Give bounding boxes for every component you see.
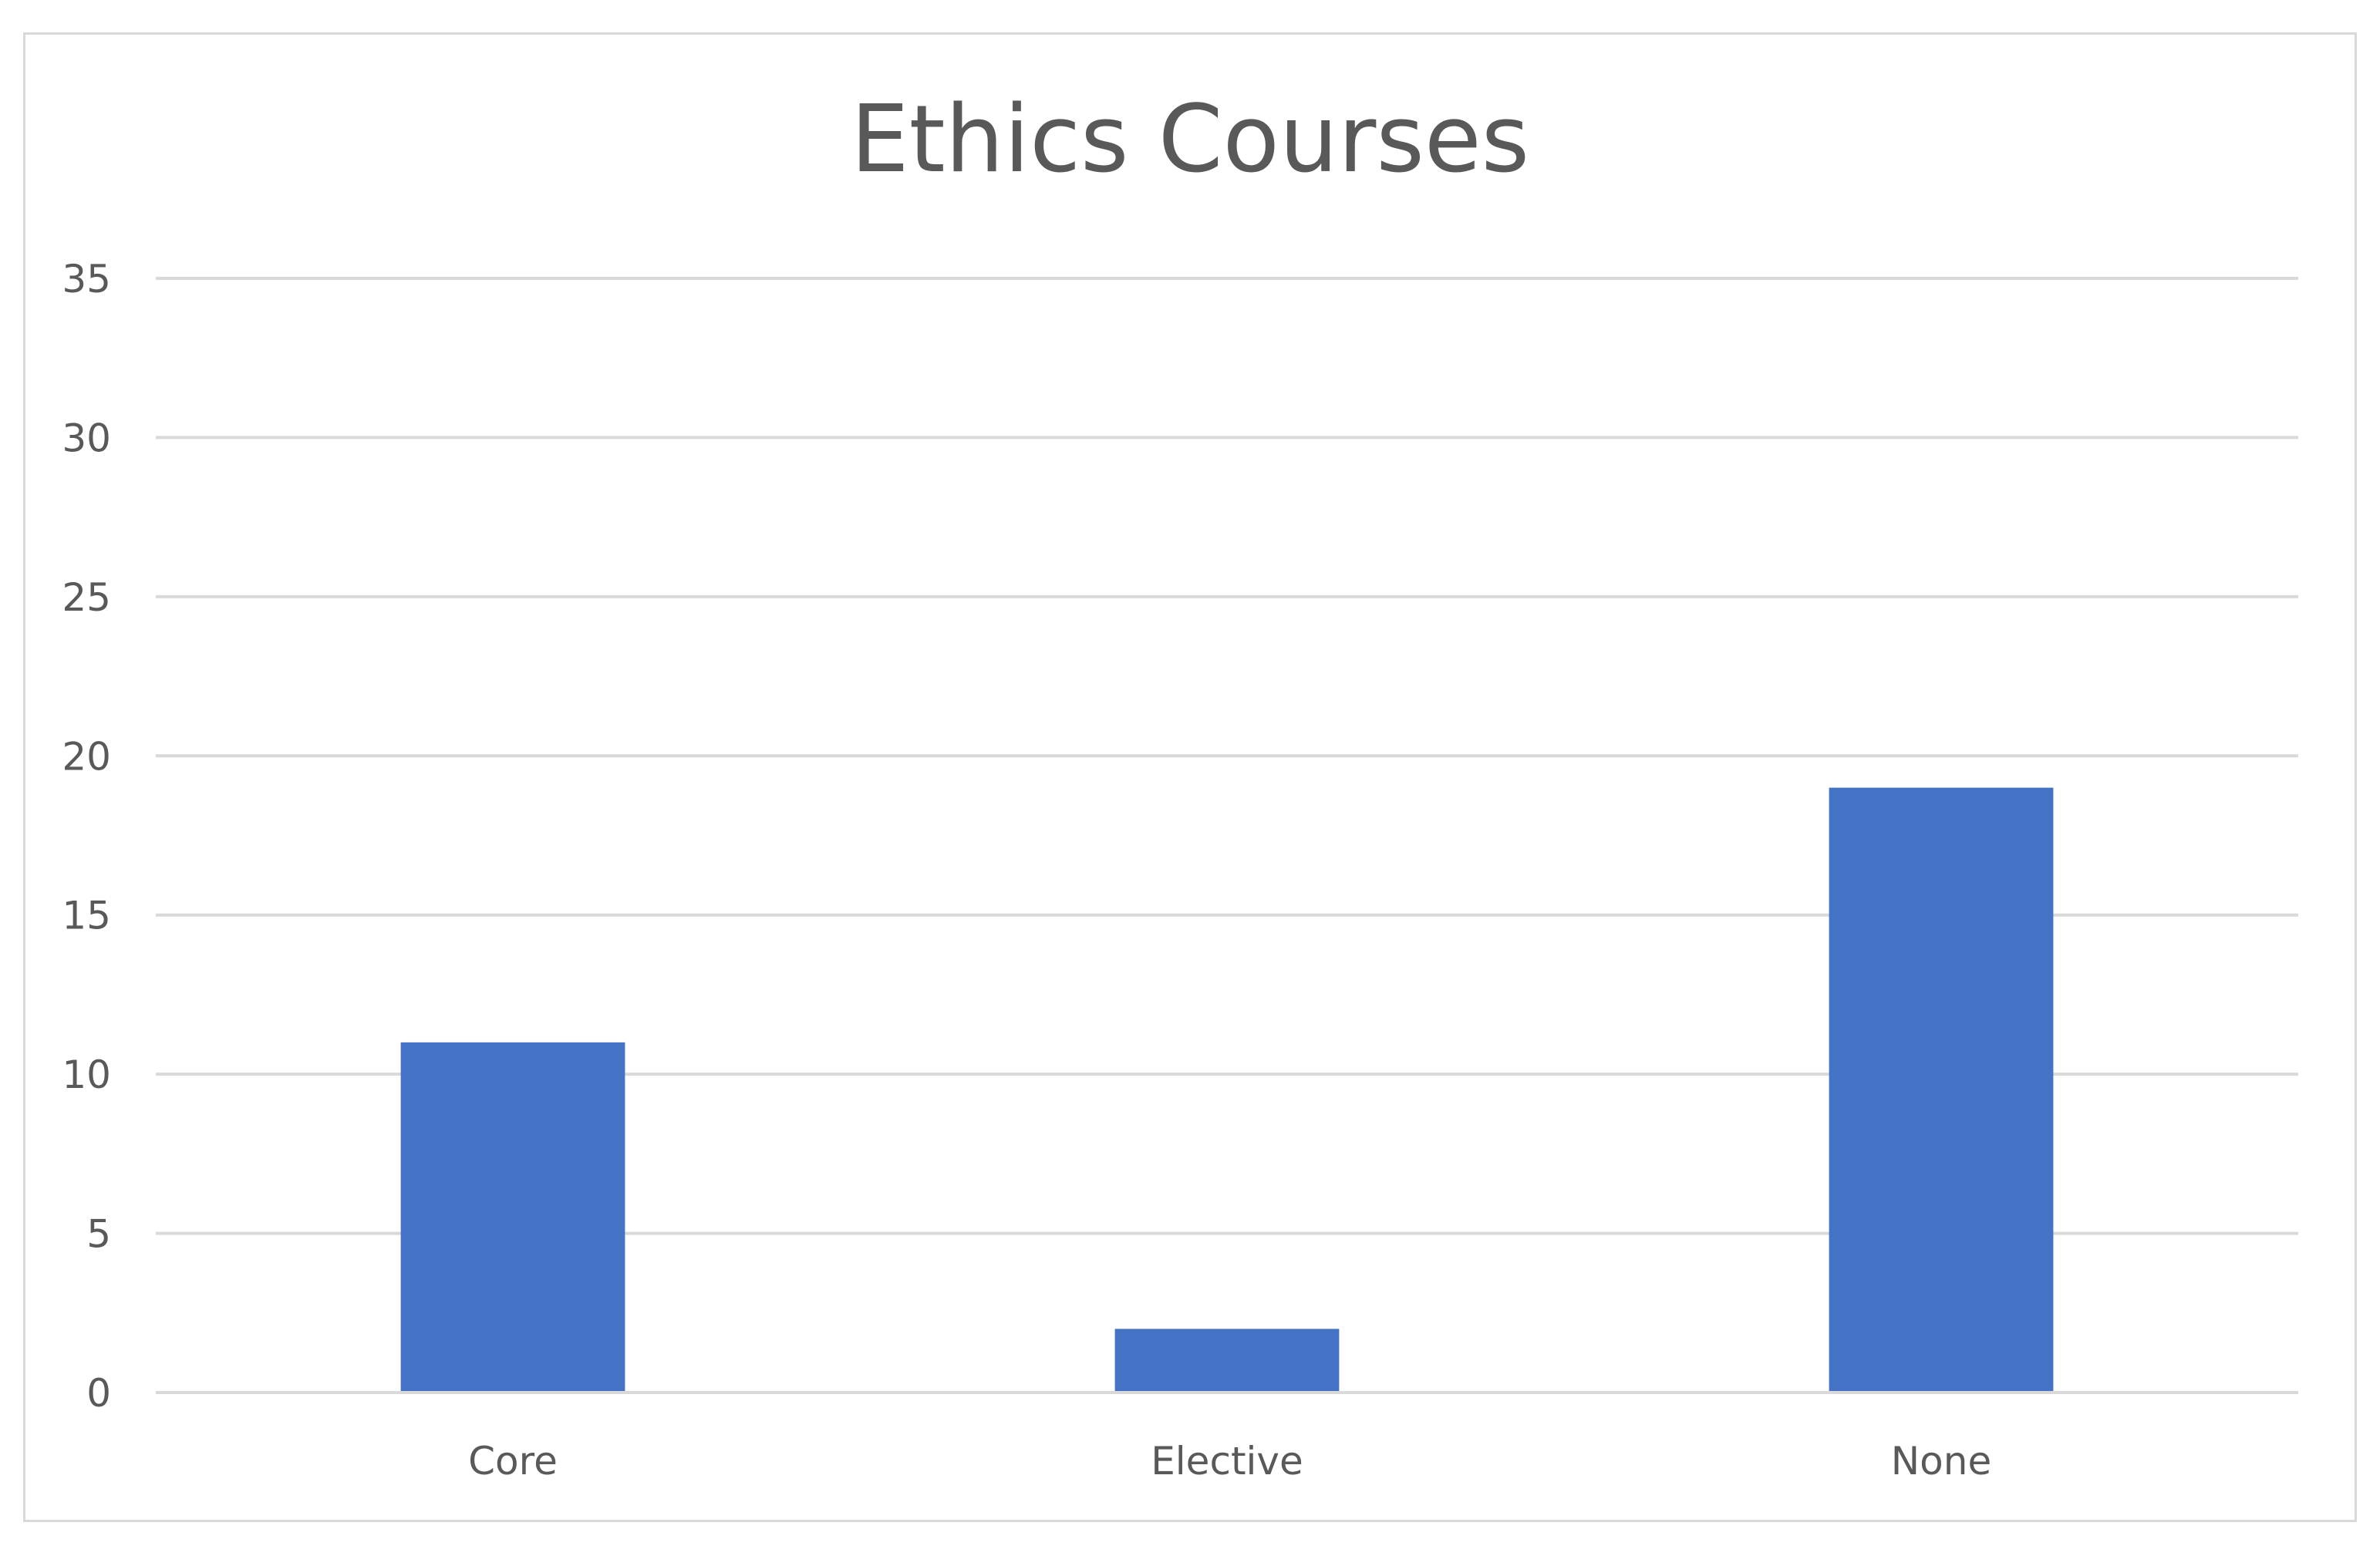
y-tick-label: 30 [62, 416, 111, 460]
y-tick-label: 25 [62, 575, 111, 620]
x-tick-label-none: None [1891, 1439, 1991, 1484]
bar-elective [1114, 1329, 1340, 1393]
x-tick-label-elective: Elective [1151, 1439, 1303, 1484]
y-tick-label: 10 [62, 1052, 111, 1097]
y-tick-label: 15 [62, 894, 111, 938]
bar-none [1829, 787, 2054, 1393]
y-axis-tick-labels: 0 5 10 15 20 25 30 35 [62, 257, 111, 1416]
x-axis-tick-labels: Core Elective None [468, 1439, 1991, 1484]
chart-title: Ethics Courses [850, 86, 1530, 194]
x-tick-label-core: Core [468, 1439, 558, 1484]
y-tick-label: 35 [62, 257, 111, 301]
bar-core [400, 1042, 625, 1393]
y-tick-label: 20 [62, 734, 111, 779]
y-tick-label: 5 [86, 1212, 111, 1257]
y-tick-label: 0 [86, 1371, 111, 1416]
bars [400, 787, 2054, 1393]
